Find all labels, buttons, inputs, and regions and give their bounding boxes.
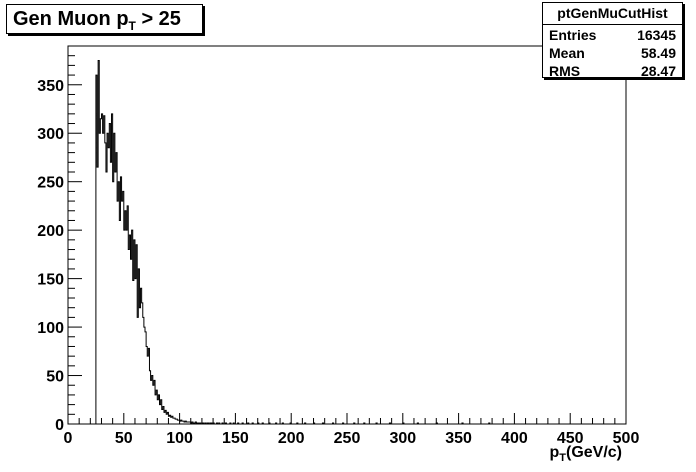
- plot-frame: [67, 45, 627, 425]
- histogram-line: [95, 60, 615, 425]
- x-tick-label: 350: [445, 430, 472, 447]
- x-tick-label: 250: [334, 430, 361, 447]
- axis-ticks: [67, 45, 627, 425]
- chart-title-sub: T: [128, 19, 136, 33]
- x-tick-label: 300: [389, 430, 416, 447]
- stats-row-mean: Mean 58.49: [543, 44, 682, 62]
- chart-title-box: Gen Muon pT > 25: [6, 4, 203, 34]
- y-tick-label: 150: [37, 272, 64, 289]
- x-axis-title: pT(GeV/c): [549, 444, 622, 464]
- y-tick-label: 0: [55, 417, 64, 434]
- stats-box: ptGenMuCutHist Entries 16345 Mean 58.49 …: [542, 2, 683, 80]
- chart-title: Gen Muon pT > 25: [13, 8, 181, 33]
- stats-name: ptGenMuCutHist: [543, 3, 682, 25]
- x-tick-label: 450: [557, 430, 584, 447]
- y-tick-label: 250: [37, 175, 64, 192]
- axis-tick-labels: 0 50 100 150 200 250 300 350 400 450 500 0 50 100 150 2…: [37, 78, 639, 447]
- y-tick-label: 300: [37, 126, 64, 143]
- chart-title-suffix: > 25: [135, 8, 181, 30]
- x-tick-label: 200: [278, 430, 305, 447]
- y-tick-label: 350: [37, 78, 64, 95]
- stats-label: Mean: [549, 45, 585, 61]
- x-tick-label: 0: [64, 430, 73, 447]
- x-tick-label: 150: [222, 430, 249, 447]
- x-axis-title-sub: T: [559, 452, 566, 464]
- stats-label: Entries: [549, 27, 597, 43]
- x-tick-label: 500: [613, 430, 640, 447]
- stats-row-entries: Entries 16345: [543, 26, 682, 44]
- stats-value: 58.49: [640, 45, 676, 61]
- y-tick-label: 100: [37, 320, 64, 337]
- x-tick-label: 50: [115, 430, 133, 447]
- stats-value: 28.47: [640, 63, 676, 79]
- stats-row-rms: RMS 28.47: [543, 62, 682, 80]
- chart-title-main: Gen Muon p: [13, 8, 129, 30]
- x-axis-title-suffix: (GeV/c): [566, 444, 622, 461]
- y-tick-label: 50: [46, 369, 64, 386]
- x-tick-label: 100: [166, 430, 193, 447]
- stats-value: 16345: [637, 27, 676, 43]
- y-tick-label: 200: [37, 223, 64, 240]
- x-axis-title-main: p: [549, 444, 559, 461]
- x-tick-label: 400: [501, 430, 528, 447]
- stats-label: RMS: [549, 63, 581, 79]
